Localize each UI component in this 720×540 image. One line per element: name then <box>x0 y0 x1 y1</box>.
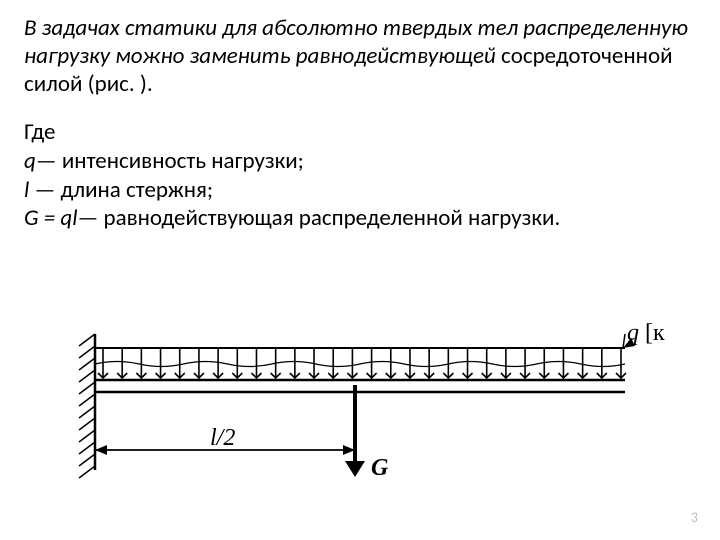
page-number: 3 <box>691 509 698 526</box>
def-l: l — длина стержня; <box>24 176 696 205</box>
beam-diagram: q [кН/м]l/2G <box>55 310 665 500</box>
sym-q: q <box>24 147 36 175</box>
def-l-text: — длина стержня; <box>34 176 213 204</box>
svg-text:G: G <box>371 455 389 481</box>
def-G-text: — равнодействующая распределенной нагруз… <box>77 204 560 232</box>
where-label: Где <box>24 118 696 147</box>
def-q: q— интенсивность нагрузки; <box>24 147 696 176</box>
sym-G: G = ql <box>24 204 77 232</box>
def-q-text: — интенсивность нагрузки; <box>36 147 304 175</box>
definitions: Где q— интенсивность нагрузки; l — длина… <box>24 118 696 233</box>
svg-text:l/2: l/2 <box>210 425 235 451</box>
sym-l: l <box>24 176 34 204</box>
def-G: G = ql— равнодействующая распределенной … <box>24 204 696 233</box>
paragraph-intro: В задачах статики для абсолютно твердых … <box>24 14 696 98</box>
